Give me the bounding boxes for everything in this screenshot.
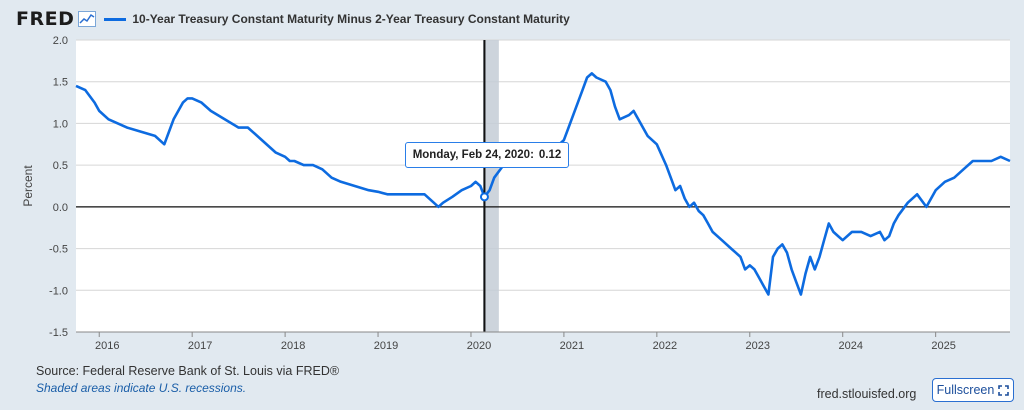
series-title[interactable]: 10-Year Treasury Constant Maturity Minus… [132, 12, 570, 26]
recession-note: Shaded areas indicate U.S. recessions. [36, 381, 247, 395]
site-url: fred.stlouisfed.org [817, 387, 917, 401]
chart-header: FRED 10-Year Treasury Constant Maturity … [16, 6, 570, 32]
highlight-point [479, 192, 489, 202]
y-tick-label: -1.0 [49, 285, 68, 297]
tooltip-date: Monday, Feb 24, 2020: [412, 149, 534, 161]
y-tick-label: 1.0 [53, 118, 68, 130]
y-tick-label: 0.0 [53, 202, 68, 214]
y-tick-label: -1.5 [49, 327, 68, 339]
series-line [75, 72, 1011, 296]
x-tick-label: 2023 [746, 340, 770, 352]
line-chart: -1.5 -1.0 -0.5 0.0 0.5 1.0 1.5 2.0 2016 2017 2018 2… [21, 35, 1011, 352]
y-tick-label: -0.5 [49, 244, 68, 256]
y-tick-label: 1.5 [53, 77, 68, 89]
fullscreen-icon [998, 384, 1010, 396]
source-text: Source: Federal Reserve Bank of St. Loui… [36, 364, 340, 378]
data-tooltip: Monday, Feb 24, 2020: 0.12 [405, 142, 569, 168]
x-tick-label: 2018 [281, 340, 305, 352]
fullscreen-button[interactable]: Fullscreen [932, 378, 1014, 402]
plot-area [76, 40, 1010, 332]
legend-line-swatch [104, 17, 127, 21]
x-tick-label: 2021 [560, 340, 584, 352]
x-tick-label: 2017 [188, 340, 212, 352]
x-tick-label: 2019 [374, 340, 398, 352]
x-tick-label: 2016 [95, 340, 119, 352]
x-tick-label: 2022 [653, 340, 677, 352]
line-chart-icon [78, 11, 97, 27]
x-tick-label: 2024 [838, 340, 862, 352]
y-tick-label: 2.0 [53, 35, 68, 47]
y-axis-label: Percent [21, 165, 35, 207]
fred-logo[interactable]: FRED [16, 8, 75, 30]
x-tick-label: 2025 [931, 340, 955, 352]
x-tick-label: 2020 [467, 340, 491, 352]
y-tick-label: 0.5 [53, 160, 68, 172]
tooltip-value: 0.12 [538, 149, 562, 161]
fullscreen-label: Fullscreen [936, 383, 995, 397]
